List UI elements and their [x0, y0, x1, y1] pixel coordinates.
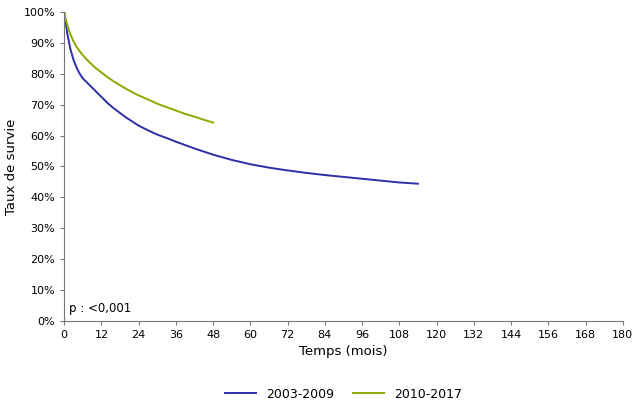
- 2010-2017: [60, 10, 68, 14]
- 2003-2009: [162, 136, 170, 140]
- 2003-2009: [116, 111, 124, 115]
- Line: 2010-2017: 2010-2017: [64, 12, 213, 123]
- 2003-2009: [89, 85, 96, 90]
- 2010-2017: [128, 90, 136, 95]
- Line: 2003-2009: 2003-2009: [64, 12, 418, 184]
- 2003-2009: [228, 158, 236, 162]
- 2003-2009: [284, 168, 291, 173]
- 2003-2009: [60, 10, 68, 14]
- 2003-2009: [65, 39, 73, 44]
- 2003-2009: [153, 132, 161, 137]
- 2010-2017: [135, 93, 143, 98]
- 2003-2009: [247, 162, 254, 167]
- 2010-2017: [67, 32, 74, 36]
- 2003-2009: [144, 128, 152, 133]
- 2003-2009: [265, 165, 273, 170]
- 2003-2009: [200, 149, 207, 154]
- 2010-2017: [98, 70, 105, 75]
- 2003-2009: [98, 95, 105, 99]
- 2010-2017: [162, 105, 170, 109]
- 2003-2009: [69, 57, 77, 62]
- 2010-2017: [85, 59, 93, 64]
- Y-axis label: Taux de survie: Taux de survie: [5, 118, 18, 215]
- 2003-2009: [61, 16, 69, 20]
- 2010-2017: [123, 87, 130, 91]
- 2003-2009: [79, 76, 87, 81]
- 2003-2009: [302, 170, 310, 175]
- 2010-2017: [172, 108, 180, 113]
- Text: p : <0,001: p : <0,001: [69, 302, 131, 315]
- 2010-2017: [153, 101, 161, 106]
- 2003-2009: [377, 178, 385, 183]
- 2010-2017: [65, 28, 73, 32]
- 2003-2009: [85, 82, 93, 87]
- 2003-2009: [76, 71, 83, 76]
- 2003-2009: [181, 143, 189, 148]
- 2003-2009: [172, 139, 180, 144]
- 2010-2017: [69, 39, 77, 44]
- 2010-2017: [89, 63, 96, 67]
- 2010-2017: [110, 79, 117, 84]
- 2010-2017: [104, 75, 112, 79]
- 2010-2017: [62, 17, 69, 22]
- 2003-2009: [104, 101, 112, 105]
- 2010-2017: [64, 22, 71, 27]
- 2003-2009: [123, 115, 130, 120]
- 2010-2017: [76, 49, 83, 54]
- 2003-2009: [128, 119, 136, 124]
- 2010-2017: [191, 114, 198, 119]
- 2003-2009: [414, 181, 422, 186]
- 2003-2009: [94, 91, 102, 96]
- 2003-2009: [110, 106, 117, 111]
- 2010-2017: [94, 68, 102, 73]
- 2003-2009: [340, 174, 347, 179]
- 2010-2017: [116, 83, 124, 87]
- Legend: 2003-2009, 2010-2017: 2003-2009, 2010-2017: [220, 383, 467, 401]
- 2003-2009: [321, 173, 329, 178]
- 2003-2009: [135, 123, 143, 128]
- 2003-2009: [358, 176, 366, 181]
- 2010-2017: [209, 120, 217, 125]
- 2003-2009: [67, 47, 74, 51]
- 2010-2017: [79, 53, 87, 58]
- 2003-2009: [73, 65, 80, 70]
- 2010-2017: [200, 117, 207, 122]
- 2010-2017: [61, 14, 69, 19]
- 2003-2009: [64, 31, 71, 36]
- X-axis label: Temps (mois): Temps (mois): [299, 345, 388, 358]
- 2010-2017: [144, 97, 152, 102]
- 2010-2017: [91, 65, 99, 70]
- 2003-2009: [209, 152, 217, 157]
- 2003-2009: [91, 88, 99, 93]
- 2010-2017: [82, 56, 90, 61]
- 2010-2017: [181, 111, 189, 116]
- 2003-2009: [191, 146, 198, 151]
- 2003-2009: [62, 20, 69, 25]
- 2003-2009: [395, 180, 403, 185]
- 2010-2017: [73, 45, 80, 49]
- 2003-2009: [82, 79, 90, 84]
